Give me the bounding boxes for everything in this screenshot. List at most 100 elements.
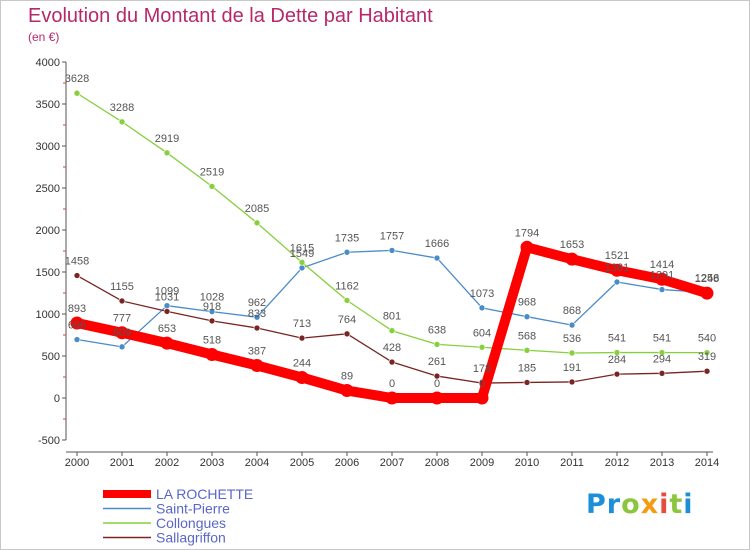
data-point-sallagriffon [568, 378, 576, 386]
data-label-la-rochette: 1248 [695, 273, 719, 285]
data-label-sallagriffon: 191 [563, 362, 581, 374]
data-label-saint-pierre: 1073 [470, 288, 494, 300]
y-tick-label: 500 [42, 351, 60, 363]
data-label-sallagriffon: 428 [383, 342, 401, 354]
data-label-saint-pierre: 1666 [425, 238, 449, 250]
proxiti-logo: Proxiti [586, 489, 694, 520]
data-point-saint-pierre [658, 286, 666, 293]
data-point-sallagriffon [253, 324, 261, 332]
data-label-la-rochette: 387 [248, 345, 266, 357]
series-layer [70, 89, 714, 405]
data-label-sallagriffon: 1458 [65, 256, 89, 268]
data-label-saint-pierre: 962 [248, 297, 266, 309]
data-label-sallagriffon: 185 [518, 362, 536, 374]
x-tick-label: 2014 [695, 457, 719, 469]
data-label-sallagriffon: 284 [608, 354, 626, 366]
data-point-saint-pierre [118, 343, 126, 351]
data-point-saint-pierre [343, 248, 351, 256]
data-label-sallagriffon: 1031 [155, 291, 179, 303]
data-label-la-rochette: 1794 [515, 227, 539, 239]
data-point-collongues [478, 343, 486, 351]
data-point-saint-pierre [433, 254, 441, 262]
data-point-la-rochette [655, 272, 669, 286]
x-tick-label: 2008 [425, 457, 449, 469]
data-point-saint-pierre [73, 336, 81, 343]
data-label-saint-pierre: 1757 [380, 230, 404, 242]
legend: LA ROCHETTESaint-PierreCollonguesSallagr… [103, 486, 253, 546]
data-point-la-rochette [205, 347, 219, 361]
data-label-la-rochette: 0 [434, 378, 440, 390]
data-label-collongues: 541 [608, 333, 626, 345]
data-point-la-rochette [115, 326, 129, 340]
data-point-sallagriffon [118, 297, 126, 305]
data-label-saint-pierre: 1099 [155, 286, 179, 298]
data-labels: 696 609 1099 1028 962 1549 1735 1757 1666 1073 968… [65, 73, 719, 390]
data-point-sallagriffon [658, 370, 666, 377]
logo-letter: o [621, 489, 641, 520]
data-point-sallagriffon [163, 308, 171, 315]
data-point-collongues [523, 346, 531, 354]
data-label-saint-pierre: 868 [563, 305, 581, 317]
x-tick-label: 2004 [245, 457, 269, 469]
data-point-sallagriffon [703, 367, 711, 375]
data-point-saint-pierre [388, 247, 396, 254]
data-point-saint-pierre [298, 264, 306, 272]
data-label-sallagriffon: 713 [293, 318, 311, 330]
data-label-collongues: 541 [653, 333, 671, 345]
x-tick-label: 2007 [380, 457, 404, 469]
data-label-saint-pierre: 1735 [335, 232, 359, 244]
data-label-collongues: 604 [473, 327, 491, 339]
data-label-saint-pierre: 1256 [695, 272, 719, 284]
data-point-la-rochette [250, 358, 264, 372]
data-point-collongues [253, 219, 261, 227]
data-point-collongues [703, 349, 711, 356]
data-point-collongues [568, 349, 576, 357]
data-label-la-rochette: 1521 [605, 250, 629, 262]
data-point-sallagriffon [208, 317, 216, 325]
y-tick-label: 3000 [36, 141, 60, 153]
data-point-saint-pierre [478, 304, 486, 312]
data-label-la-rochette: 89 [341, 371, 353, 383]
data-point-la-rochette [295, 371, 309, 385]
y-tick-label: 3500 [36, 99, 60, 111]
x-tick-label: 2006 [335, 457, 359, 469]
data-label-saint-pierre: 1291 [650, 270, 674, 282]
data-label-collongues: 2519 [200, 166, 224, 178]
data-label-collongues: 3288 [110, 102, 134, 114]
data-label-saint-pierre: 1549 [290, 248, 314, 260]
logo-letter: i [659, 489, 670, 520]
data-label-sallagriffon: 294 [653, 353, 671, 365]
data-point-collongues [118, 118, 126, 126]
data-point-la-rochette [610, 263, 624, 277]
data-point-collongues [163, 149, 171, 157]
data-label-la-rochette: 244 [293, 358, 311, 370]
x-tick-label: 2012 [605, 457, 629, 469]
data-label-collongues: 568 [518, 330, 536, 342]
data-point-collongues [73, 89, 81, 97]
data-label-la-rochette: 518 [203, 334, 221, 346]
data-label-la-rochette: 0 [479, 378, 485, 390]
logo-letter: r [606, 489, 622, 520]
legend-label-la-rochette: LA ROCHETTE [156, 486, 253, 502]
data-point-sallagriffon [343, 330, 351, 338]
data-label-la-rochette: 1414 [650, 259, 674, 271]
data-point-saint-pierre [613, 278, 621, 286]
data-label-collongues: 1615 [290, 242, 314, 254]
data-label-sallagriffon: 918 [203, 301, 221, 313]
y-tick-label: 0 [54, 393, 60, 405]
data-label-la-rochette: 777 [113, 313, 131, 325]
data-label-collongues: 801 [383, 311, 401, 323]
data-label-collongues: 1162 [335, 280, 359, 292]
data-point-collongues [208, 183, 216, 190]
x-tick-label: 2011 [560, 457, 584, 469]
data-label-saint-pierre: 1381 [605, 262, 629, 274]
y-tick-label: -500 [38, 435, 60, 447]
data-point-la-rochette [520, 240, 534, 254]
data-point-sallagriffon [523, 379, 531, 386]
data-point-collongues [658, 349, 666, 356]
chart-subtitle: (en €) [28, 30, 60, 44]
data-point-la-rochette [160, 336, 174, 350]
data-point-collongues [433, 341, 441, 348]
